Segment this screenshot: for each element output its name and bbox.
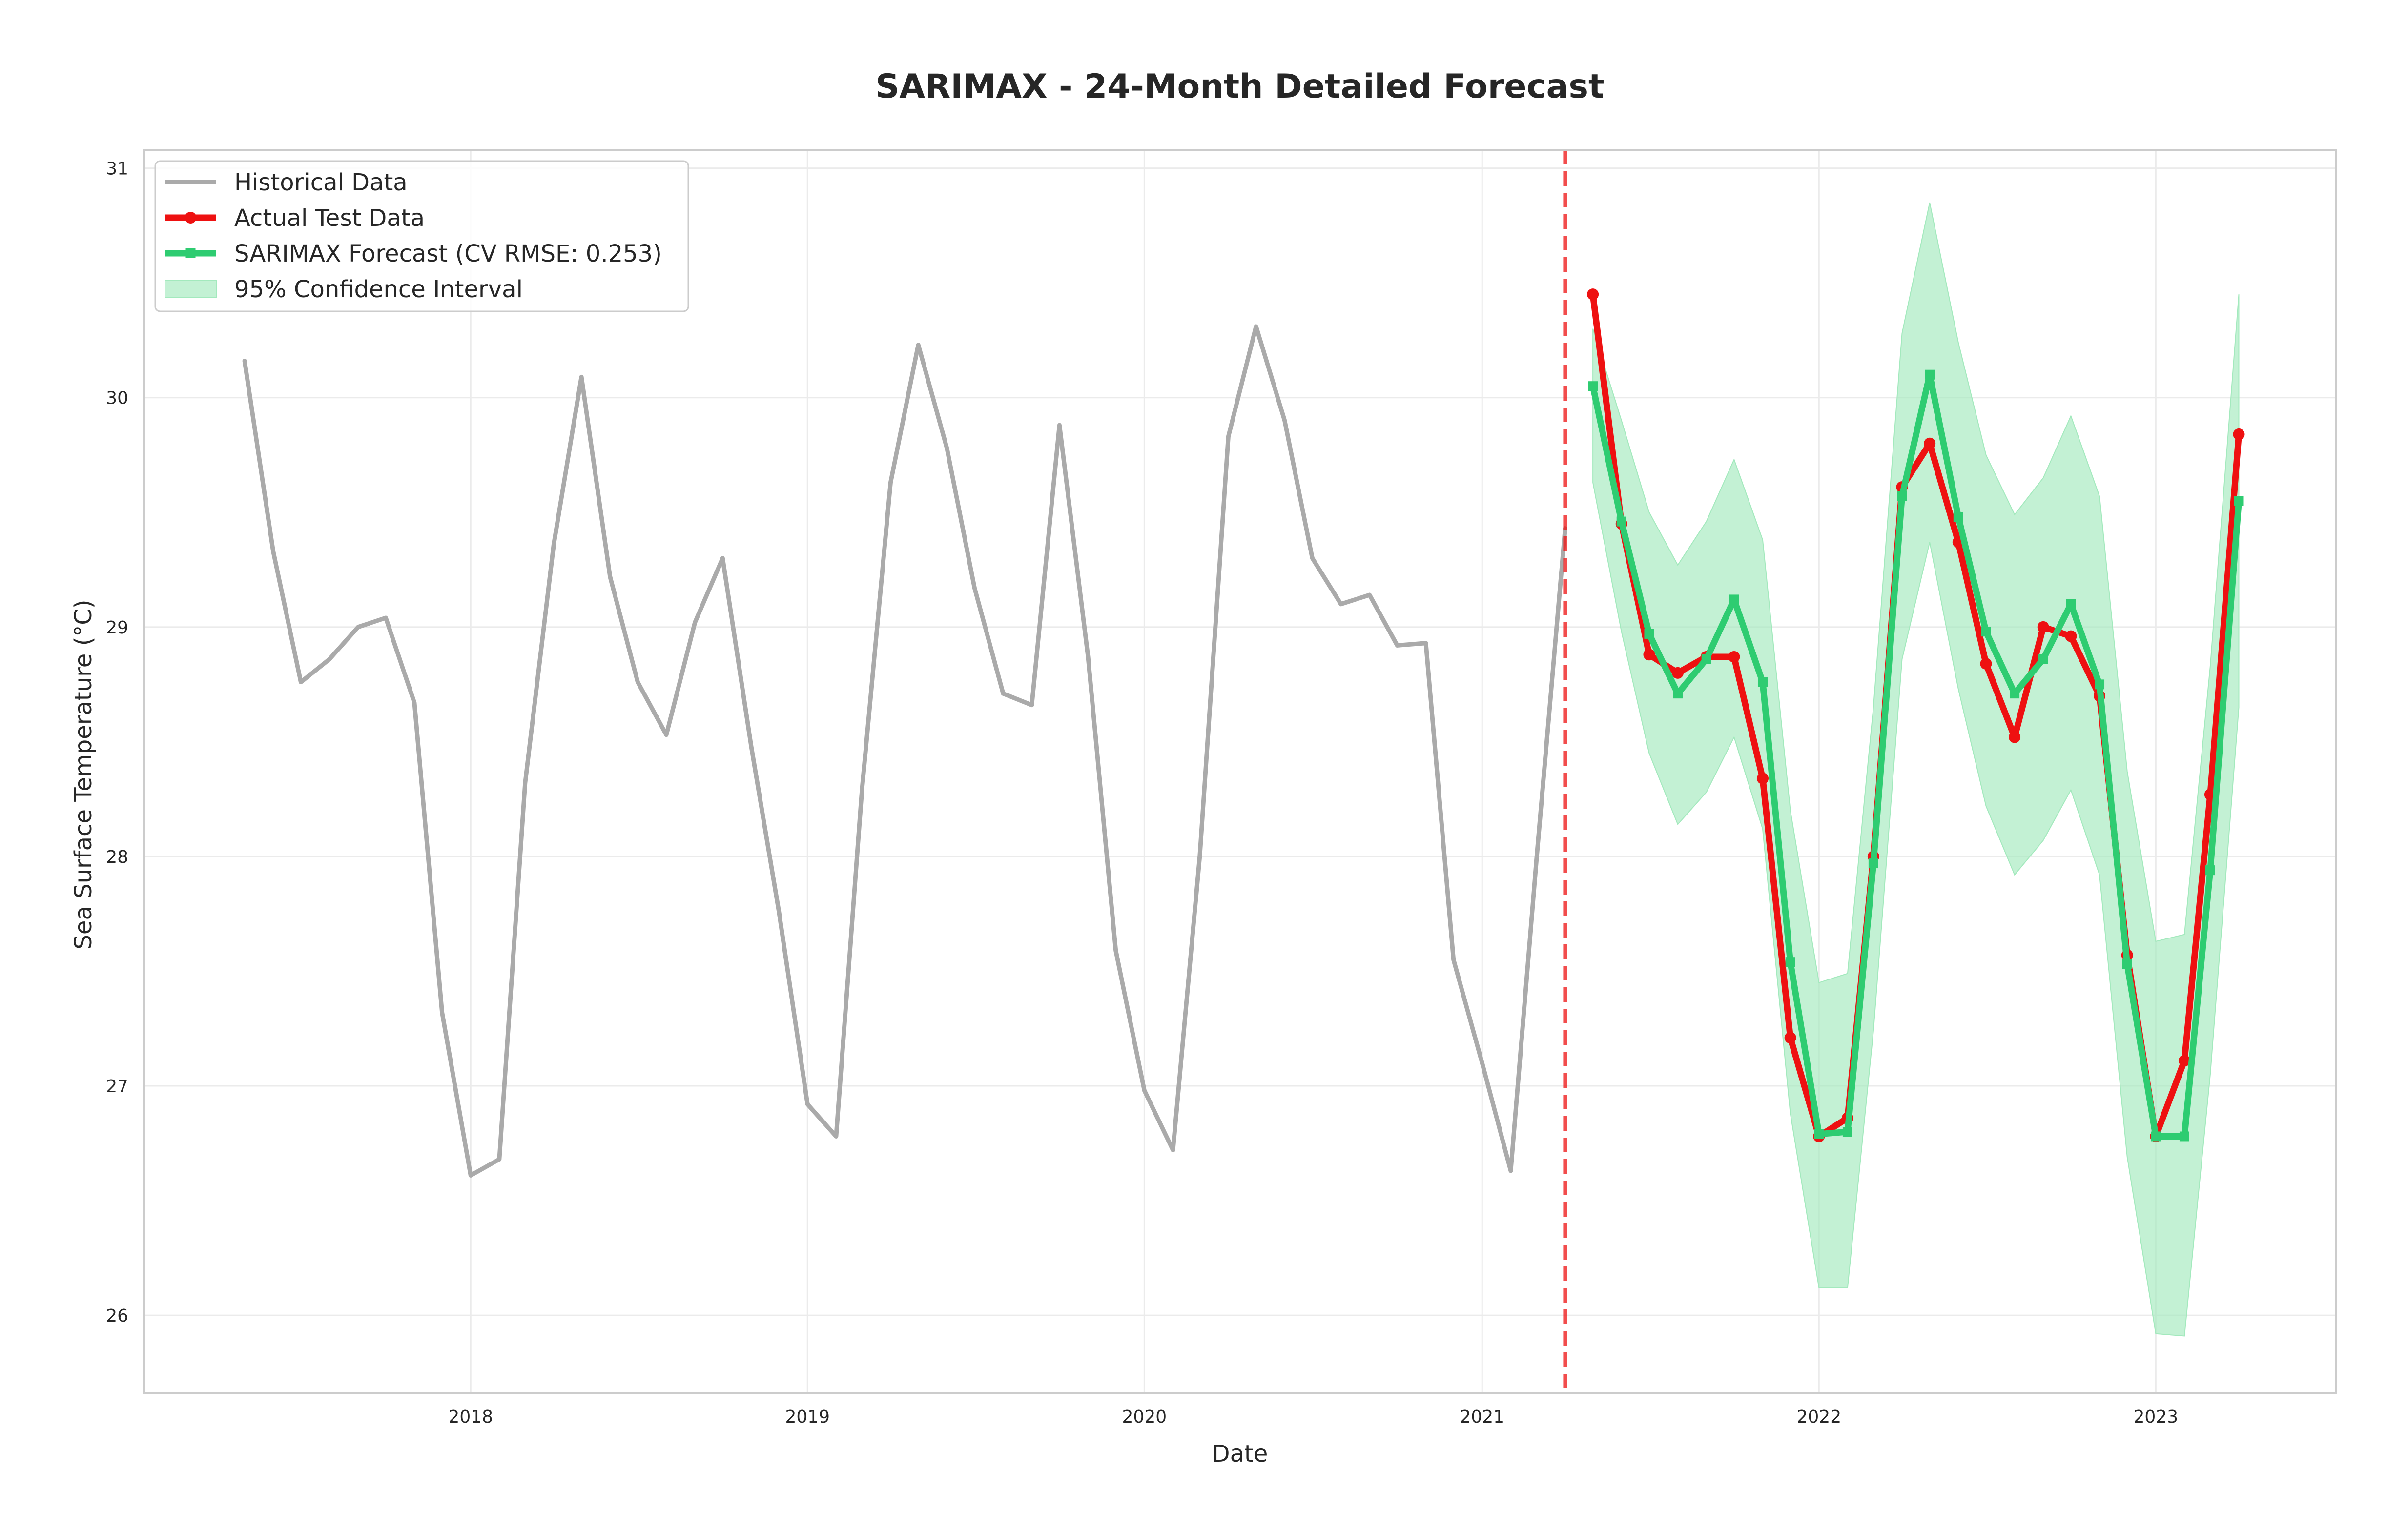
chart-title: SARIMAX - 24-Month Detailed Forecast — [875, 67, 1604, 106]
actual-test-point — [2065, 630, 2077, 642]
sarimax-forecast-point — [1729, 594, 1739, 605]
sarimax-forecast-point — [2179, 1131, 2189, 1142]
legend-box — [154, 160, 689, 312]
sarimax-forecast-point — [2234, 496, 2244, 506]
sarimax-forecast-point — [1644, 629, 1654, 639]
sarimax-forecast-line — [1589, 371, 2242, 1140]
tick-labels: 2018 2019 2020 2021 2022 2023 26 27 28 29 30 31 — [106, 159, 2178, 1427]
sarimax-forecast-point — [1673, 689, 1683, 699]
actual-test-point — [2037, 621, 2049, 633]
sarimax-forecast-point — [1981, 627, 1991, 637]
y-tick-label: 26 — [106, 1306, 128, 1326]
actual-test-point — [1587, 288, 1599, 301]
y-tick-label: 28 — [106, 847, 128, 867]
sarimax-forecast-point — [1953, 512, 1963, 522]
legend-swatch-confidence-interval — [165, 280, 217, 298]
actual-test-point — [1924, 437, 1936, 449]
y-tick-label: 30 — [106, 388, 128, 408]
confidence-band — [1592, 202, 2240, 1337]
actual-test-point — [1756, 773, 1769, 785]
sarimax-forecast-point — [1925, 369, 1935, 380]
legend-swatch-marker — [185, 212, 197, 224]
actual-test-point — [1728, 651, 1740, 663]
plot-area — [144, 150, 2336, 1393]
series-layer — [242, 288, 2245, 1178]
x-tick-label: 2019 — [785, 1407, 830, 1427]
actual-test-point — [1980, 658, 1992, 670]
sarimax-forecast-point — [2122, 959, 2132, 969]
sarimax-forecast-point — [1588, 381, 1598, 391]
x-tick-label: 2022 — [1796, 1407, 1841, 1427]
y-tick-label: 31 — [106, 159, 128, 179]
actual-test-point — [2233, 428, 2245, 440]
legend: Historical Data Actual Test Data SARIMAX F… — [154, 160, 689, 312]
actual-test-point — [1672, 667, 1684, 679]
sarimax-forecast-point — [1814, 1129, 1824, 1139]
legend-entry-label: SARIMAX Forecast (CV RMSE: 0.253) — [234, 240, 662, 267]
legend-entry-label: Actual Test Data — [234, 204, 425, 232]
x-axis-label: Date — [1212, 1440, 1268, 1468]
y-axis-label: Sea Surface Temperature (°C) — [70, 599, 97, 949]
y-tick-label: 27 — [106, 1077, 128, 1097]
actual-test-point — [2009, 731, 2021, 743]
x-tick-label: 2020 — [1122, 1407, 1167, 1427]
sarimax-forecast-point — [1842, 1127, 1852, 1137]
sarimax-forecast-point — [1757, 677, 1768, 687]
sarimax-forecast-point — [2010, 689, 2020, 699]
x-tick-label: 2018 — [448, 1407, 493, 1427]
sarimax-forecast-point — [2038, 654, 2048, 664]
sarimax-forecast-point — [1701, 654, 1711, 664]
x-tick-label: 2021 — [1460, 1407, 1504, 1427]
sarimax-forecast-point — [2095, 679, 2105, 690]
historical-line — [242, 324, 1567, 1178]
actual-test-point — [2178, 1055, 2190, 1067]
sarimax-forecast-point — [1616, 516, 1626, 527]
legend-entry-label: 95% Confidence Interval — [234, 276, 523, 303]
sarimax-forecast-point — [2066, 599, 2076, 609]
sarimax-forecast-point — [1897, 491, 1907, 501]
legend-entry-label: Historical Data — [234, 169, 408, 196]
y-tick-label: 29 — [106, 618, 128, 638]
actual-test-point — [1643, 649, 1655, 661]
sarimax-forecast-point — [1868, 858, 1878, 869]
sarimax-forecast-point — [1785, 957, 1795, 967]
plot-frame — [143, 149, 2337, 1394]
sarimax-forecast-point — [2205, 865, 2215, 876]
actual-test-point — [1784, 1032, 1796, 1044]
legend-swatch-marker — [185, 248, 196, 258]
x-tick-label: 2023 — [2134, 1407, 2179, 1427]
sarimax-forecast-point — [2151, 1131, 2161, 1142]
confidence-band-layer — [1592, 202, 2240, 1337]
